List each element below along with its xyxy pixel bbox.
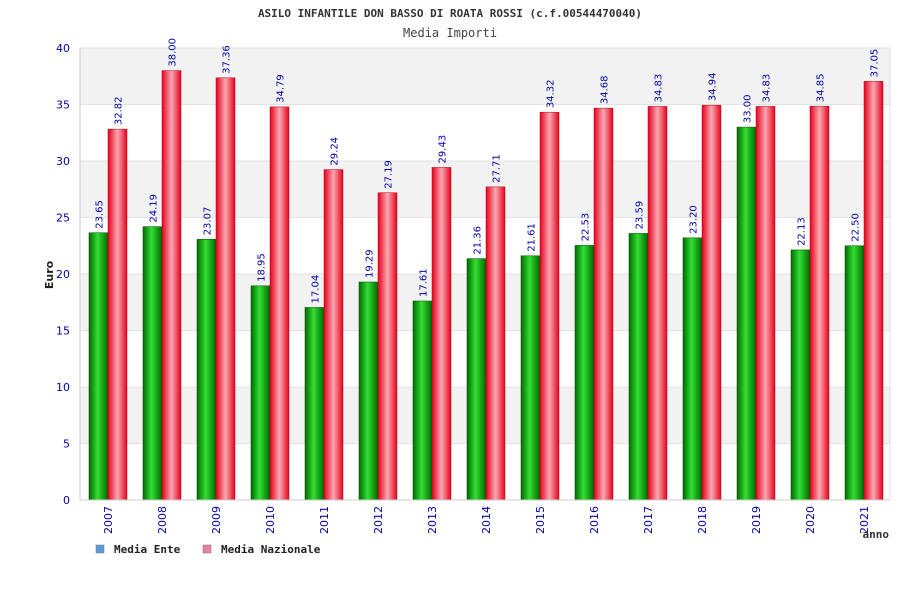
bar-media-ente	[358, 281, 379, 501]
bar-media-ente	[142, 226, 163, 501]
y-tick-label: 10	[56, 381, 70, 394]
data-label: 38.00	[168, 38, 179, 67]
bar-media-nazionale	[863, 81, 884, 501]
data-label: 19.29	[365, 249, 376, 278]
bar-media-nazionale	[323, 169, 344, 501]
x-axis-label: anno	[863, 528, 890, 541]
data-label: 17.61	[419, 268, 430, 297]
legend-label-nazionale: Media Nazionale	[221, 543, 321, 556]
y-tick-label: 15	[56, 325, 70, 338]
data-label: 27.71	[492, 154, 503, 183]
x-tick-label: 2018	[696, 506, 709, 534]
data-label: 18.95	[257, 253, 268, 282]
x-tick-label: 2015	[534, 506, 547, 534]
bar-media-ente	[628, 233, 649, 501]
bar-media-ente	[196, 239, 217, 501]
x-tick-label: 2019	[750, 506, 763, 534]
x-tick-label: 2011	[318, 506, 331, 534]
axes: 0 5 10 15 20 25 30 35 40 2007 2008 2009 2010 2011 2012…	[56, 42, 891, 534]
y-tick-label: 25	[56, 212, 70, 225]
x-tick-label: 2020	[804, 506, 817, 534]
data-label: 33.00	[743, 94, 754, 123]
bar-media-ente	[88, 232, 109, 501]
data-label: 24.19	[149, 194, 160, 223]
grid-band	[80, 48, 890, 105]
data-label: 23.20	[689, 205, 700, 234]
legend: Media Ente Media Nazionale	[95, 543, 321, 556]
data-label: 34.94	[708, 73, 719, 102]
bar-media-nazionale	[701, 104, 722, 501]
bar-media-ente	[250, 285, 271, 501]
y-tick-label: 20	[56, 268, 70, 281]
y-tick-label: 0	[63, 494, 70, 507]
y-tick-label: 5	[63, 438, 70, 451]
bar-media-ente	[304, 307, 325, 501]
data-label: 34.79	[276, 74, 287, 103]
bar-media-nazionale	[809, 105, 830, 501]
chart-title: ASILO INFANTILE DON BASSO DI ROATA ROSSI…	[258, 7, 642, 20]
y-tick-label: 40	[56, 42, 70, 55]
data-label: 23.59	[635, 201, 646, 230]
legend-swatch-nazionale	[202, 544, 212, 554]
data-label: 23.65	[95, 200, 106, 229]
bar-media-nazionale	[161, 70, 182, 501]
y-tick-label: 30	[56, 155, 70, 168]
bar-media-ente	[412, 300, 433, 501]
data-label: 34.85	[816, 74, 827, 103]
x-tick-label: 2017	[642, 506, 655, 534]
data-label: 34.83	[654, 74, 665, 103]
bar-media-nazionale	[485, 186, 506, 501]
data-label: 27.19	[384, 160, 395, 189]
x-tick-label: 2009	[210, 506, 223, 534]
data-label: 22.53	[581, 213, 592, 242]
data-label: 29.43	[438, 135, 449, 164]
bar-media-ente	[790, 249, 811, 501]
data-label: 22.50	[851, 213, 862, 242]
data-label: 29.24	[330, 137, 341, 166]
data-label: 21.61	[527, 223, 538, 252]
data-label: 34.32	[546, 80, 557, 109]
data-label: 37.05	[870, 49, 881, 78]
data-label: 17.04	[311, 275, 322, 304]
x-tick-label: 2013	[426, 506, 439, 534]
bar-media-nazionale	[377, 192, 398, 501]
bar-media-ente	[682, 237, 703, 501]
data-label: 32.82	[114, 96, 125, 125]
legend-label-ente: Media Ente	[114, 543, 181, 556]
x-tick-label: 2012	[372, 506, 385, 534]
bar-media-nazionale	[539, 111, 560, 501]
data-label: 23.07	[203, 207, 214, 236]
x-tick-label: 2008	[156, 506, 169, 534]
x-tick-label: 2016	[588, 506, 601, 534]
bar-media-nazionale	[215, 77, 236, 501]
bar-media-ente	[466, 258, 487, 501]
bar-media-nazionale	[431, 167, 452, 501]
bar-media-nazionale	[269, 106, 290, 501]
bar-media-ente	[574, 245, 595, 501]
bar-media-nazionale	[107, 128, 128, 501]
bar-media-ente	[844, 245, 865, 501]
data-label: 37.36	[222, 45, 233, 74]
bar-media-ente	[736, 126, 757, 501]
bar-media-nazionale	[755, 106, 776, 501]
x-tick-label: 2010	[264, 506, 277, 534]
bars: 23.65 32.82 24.19 38.00 23.07 37.36 18.95 34.79…	[88, 38, 884, 501]
x-tick-label: 2007	[102, 506, 115, 534]
bar-media-nazionale	[593, 107, 614, 501]
legend-swatch-ente	[95, 544, 105, 554]
bar-media-ente	[520, 255, 541, 501]
data-label: 34.68	[600, 75, 611, 104]
chart-subtitle: Media Importi	[403, 26, 497, 40]
y-axis-label: Euro	[43, 260, 56, 289]
data-label: 21.36	[473, 226, 484, 255]
bar-media-nazionale	[647, 106, 668, 501]
x-tick-label: 2014	[480, 506, 493, 534]
data-label: 34.83	[762, 74, 773, 103]
data-label: 22.13	[797, 217, 808, 246]
x-tick-label: 2021	[858, 506, 871, 534]
y-tick-label: 35	[56, 99, 70, 112]
